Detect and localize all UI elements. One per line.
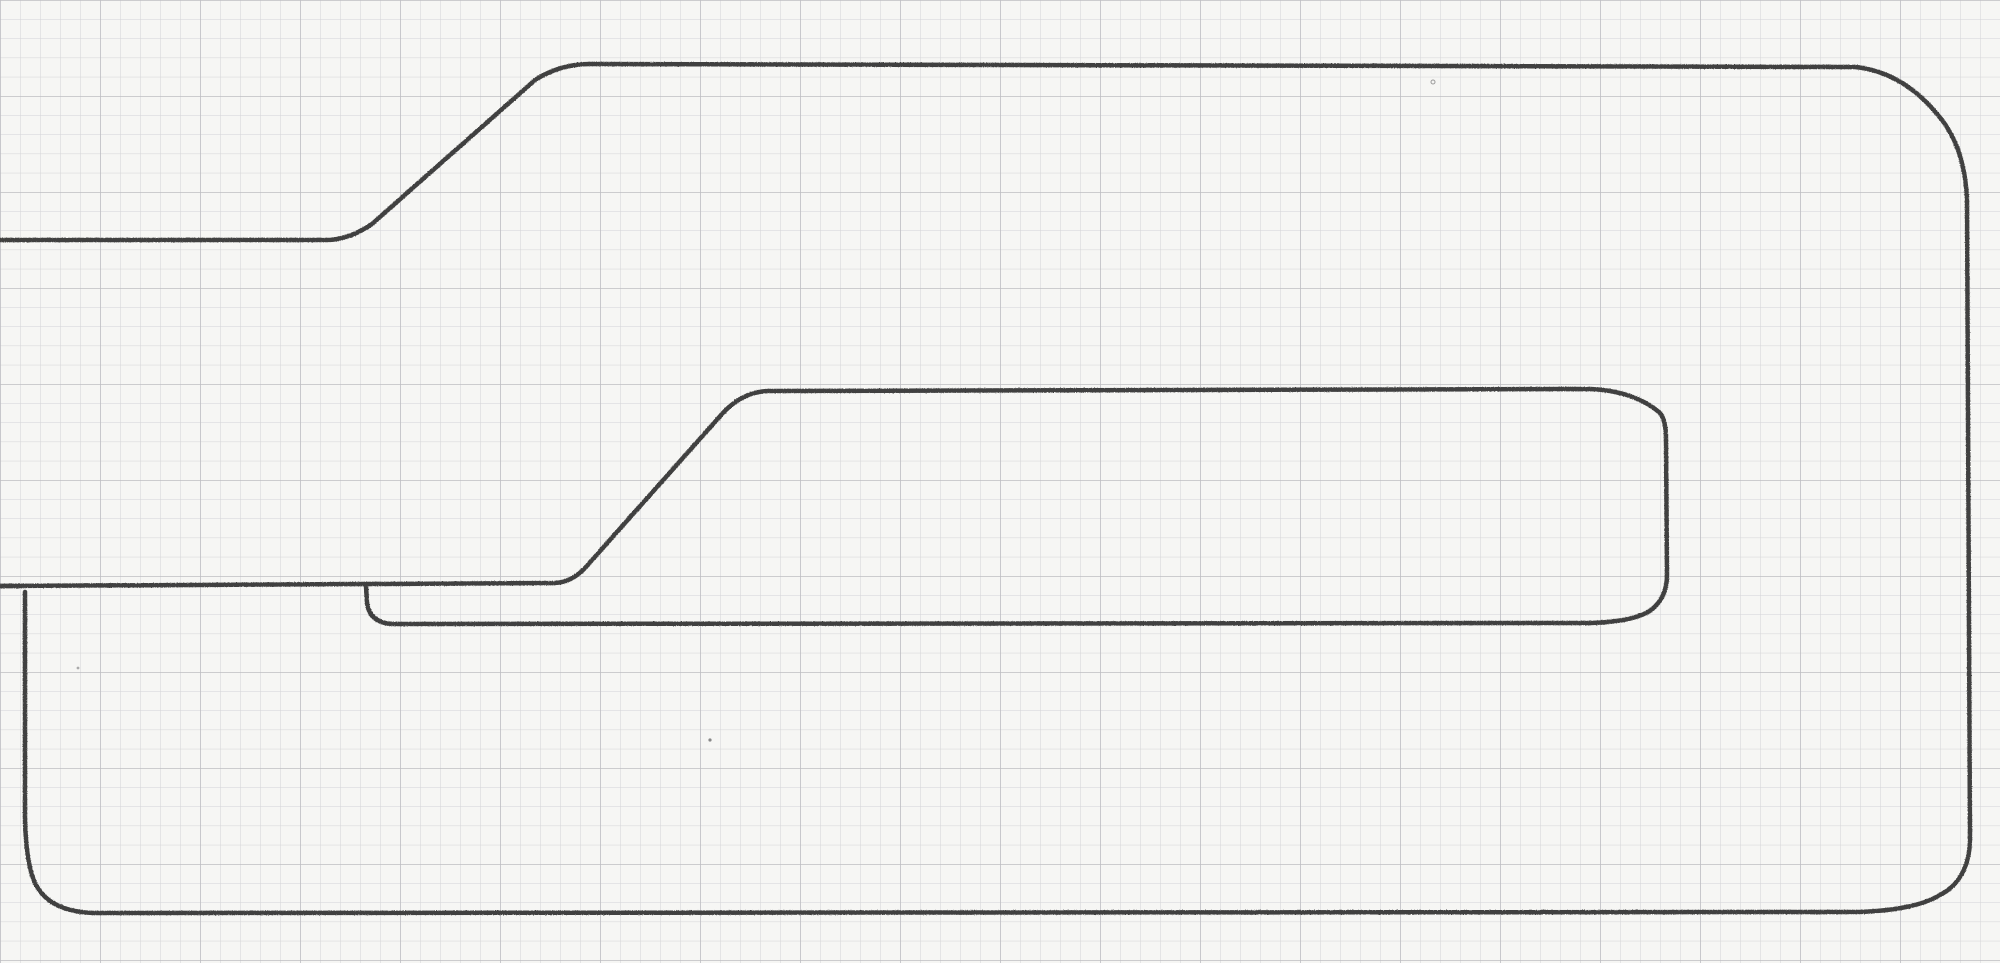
pencil-speck bbox=[708, 738, 712, 742]
pencil-speck bbox=[1430, 79, 1436, 85]
middle-track-line bbox=[0, 386, 1670, 627]
outer-track-upper-line bbox=[0, 61, 1973, 916]
pencil-speck bbox=[76, 666, 80, 670]
